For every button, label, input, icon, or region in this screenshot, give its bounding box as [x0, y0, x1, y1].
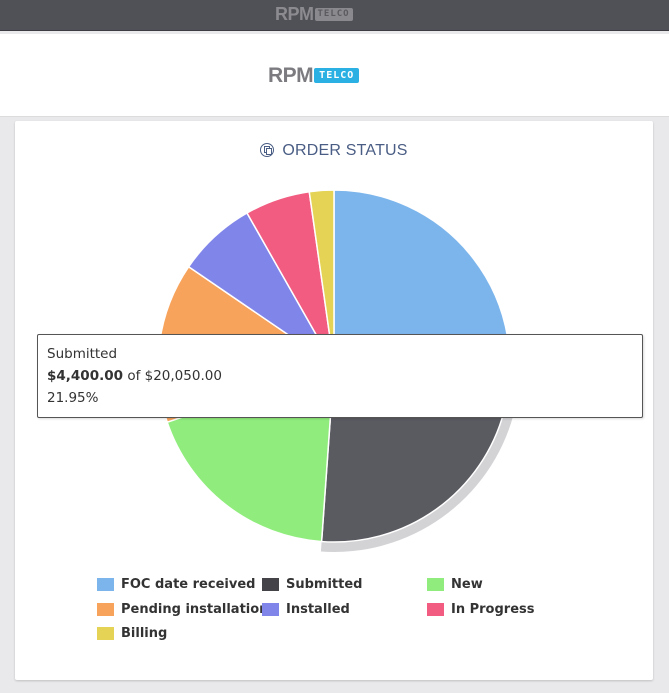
legend-item-installed[interactable]: Installed: [262, 602, 350, 617]
legend-item-in-progress[interactable]: In Progress: [427, 602, 535, 617]
copy-circle-icon: [260, 143, 275, 157]
topbar-logo[interactable]: RPM TELCO: [275, 5, 353, 23]
legend-swatch: [427, 603, 444, 616]
tooltip-value-line: $4,400.00 of $20,050.00: [47, 368, 222, 384]
legend-swatch: [262, 603, 279, 616]
pie-slice-billing[interactable]: [308, 189, 335, 367]
logo-badge: TELCO: [314, 68, 360, 83]
legend-item-foc-date-received[interactable]: FOC date received: [97, 577, 255, 592]
slice-halo: [320, 411, 514, 552]
legend-label: Installed: [286, 602, 350, 617]
tooltip-total: $20,050.00: [144, 368, 222, 384]
logo-badge: TELCO: [314, 7, 353, 21]
legend-swatch: [97, 627, 114, 640]
legend-label: Pending installation: [121, 602, 269, 617]
card-title: ORDER STATUS: [15, 142, 653, 160]
tooltip-of: of: [127, 368, 141, 384]
legend-label: Billing: [121, 626, 168, 641]
tooltip-value: $4,400.00: [47, 368, 124, 384]
tooltip-label: Submitted: [47, 346, 118, 362]
legend-item-pending-installation[interactable]: Pending installation: [97, 602, 268, 617]
card-title-text: ORDER STATUS: [282, 142, 408, 159]
legend-label: FOC date received: [121, 577, 256, 592]
legend-label: Submitted: [286, 577, 363, 592]
brand-logo[interactable]: RPM TELCO: [268, 64, 360, 87]
legend-swatch: [262, 578, 279, 591]
chart-tooltip: Submitted $4,400.00 of $20,050.00 21.95%: [37, 334, 643, 418]
logo-text: RPM: [268, 64, 314, 87]
top-bar: RPM TELCO: [0, 0, 669, 31]
logo-text: RPM: [275, 4, 314, 24]
legend-swatch: [97, 578, 114, 591]
legend-swatch: [97, 603, 114, 616]
legend-item-new[interactable]: New: [427, 577, 483, 592]
legend-item-submitted[interactable]: Submitted: [262, 577, 362, 592]
legend-swatch: [427, 578, 444, 591]
page-header: RPM TELCO: [0, 34, 669, 117]
legend-label: New: [451, 577, 483, 592]
legend-label: In Progress: [451, 602, 535, 617]
legend-item-billing[interactable]: Billing: [97, 626, 167, 641]
tooltip-percent: 21.95%: [47, 390, 99, 406]
